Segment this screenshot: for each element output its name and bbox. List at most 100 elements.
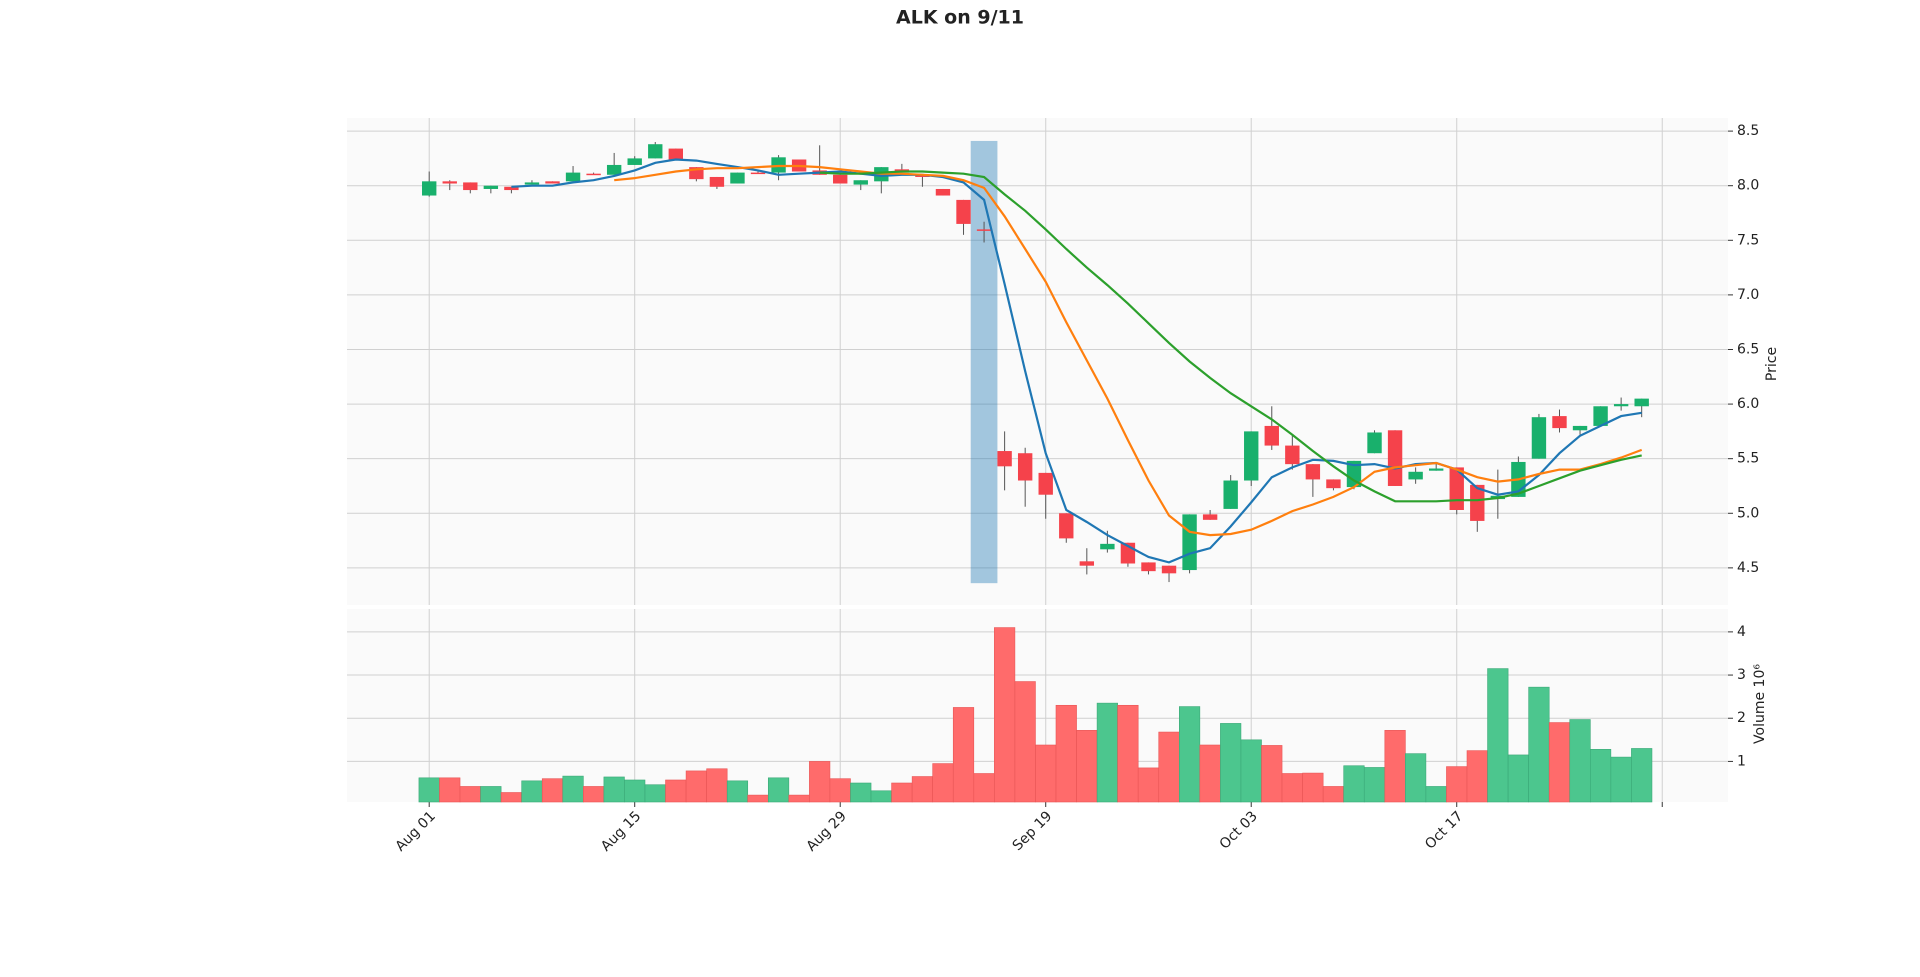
candle-body — [1470, 484, 1485, 521]
volume-bar — [870, 790, 892, 803]
volume-bar — [1137, 767, 1160, 803]
candle-body — [586, 173, 601, 176]
volume-bar — [1569, 719, 1591, 803]
y-tick-label: 5.0 — [1737, 505, 1759, 521]
volume-bar — [829, 778, 851, 803]
volume-bar — [665, 779, 687, 803]
candle-body — [730, 172, 745, 184]
event-highlight — [970, 140, 998, 584]
candle-body — [1264, 425, 1279, 446]
v-tick-label: 3 — [1737, 667, 1746, 683]
volume-bar — [480, 786, 502, 803]
volume-bar — [1302, 772, 1324, 803]
candle-body — [853, 180, 868, 185]
candle-body — [1326, 479, 1341, 489]
volume-bar — [603, 776, 625, 803]
volume-bar — [1199, 744, 1221, 803]
volume-bar — [1220, 723, 1242, 803]
volume-bar — [1117, 704, 1139, 803]
volume-bar — [1610, 756, 1632, 803]
candle-body — [606, 164, 622, 175]
candle-body — [524, 182, 540, 185]
moving-average-line — [614, 164, 1643, 537]
candle-body — [1408, 471, 1423, 480]
volume-bar — [1405, 753, 1427, 803]
volume-bar — [1507, 754, 1529, 803]
v-tick-label: 2 — [1737, 710, 1746, 726]
price-panel — [347, 118, 1728, 605]
volume-bar — [644, 784, 666, 803]
y-tick-label: 7.5 — [1737, 232, 1759, 248]
volume-bar — [747, 794, 769, 803]
y-tick-label: 4.5 — [1737, 560, 1759, 576]
candle-body — [1100, 543, 1115, 550]
candle-body — [1634, 398, 1649, 407]
volume-bar — [500, 792, 522, 803]
candle-body — [833, 174, 848, 184]
candle-body — [463, 182, 478, 191]
candle-body — [1223, 480, 1238, 509]
x-tick-label: Aug 29 — [803, 808, 849, 854]
candle-body — [627, 158, 642, 165]
candle-body — [545, 181, 560, 184]
volume-bar — [1240, 739, 1262, 803]
volume-bar — [1322, 786, 1345, 803]
y-tick-label: 5.5 — [1737, 451, 1759, 467]
candle-body — [1038, 472, 1053, 495]
candle-body — [1161, 565, 1177, 574]
y-axis-label: Price — [1764, 347, 1780, 381]
candle-body — [1202, 514, 1218, 520]
volume-bar — [1014, 681, 1036, 803]
volume-bar — [1343, 765, 1365, 803]
volume-bar — [1261, 745, 1283, 803]
volume-bar — [1363, 767, 1386, 803]
volume-bar — [726, 780, 749, 803]
candle-body — [935, 188, 951, 196]
volume-bar — [541, 778, 564, 803]
volume-bar — [1035, 744, 1057, 803]
candle-body — [750, 172, 766, 175]
volume-bar — [891, 782, 913, 803]
candle-body — [976, 229, 992, 231]
x-tick-label: Sep 19 — [1010, 808, 1056, 854]
volume-bar — [850, 782, 872, 803]
volume-bar — [1096, 702, 1118, 803]
candle-body — [1552, 416, 1567, 429]
volume-bar — [1055, 704, 1077, 803]
volume-bar — [459, 786, 481, 803]
candle-body — [1531, 417, 1547, 459]
volume-bar — [1158, 731, 1180, 803]
y-tick-label: 6.0 — [1737, 396, 1759, 412]
volume-bar — [1384, 730, 1406, 803]
volume-bar — [1446, 766, 1468, 803]
y-tick-label: 7.0 — [1737, 287, 1759, 303]
volume-bar — [1631, 748, 1653, 803]
volume-bar — [1590, 749, 1612, 803]
candle-body — [1346, 460, 1362, 488]
volume-bar — [1425, 786, 1447, 803]
x-tick-label: Oct 17 — [1422, 808, 1466, 852]
y-tick-label: 8.0 — [1737, 178, 1759, 194]
candle-body — [1059, 513, 1074, 539]
volume-bar — [706, 768, 728, 803]
candle-body — [1017, 453, 1033, 481]
candle-body — [709, 176, 725, 187]
candle-body — [504, 186, 519, 191]
volume-bar — [685, 770, 707, 803]
volume-bar — [767, 777, 790, 803]
volume-axis-label: Volume 10⁶ — [1752, 664, 1768, 744]
volume-bar — [1076, 730, 1098, 803]
y-tick-label: 8.5 — [1737, 123, 1759, 139]
x-tick-label: Oct 03 — [1217, 808, 1261, 852]
candle-body — [1141, 562, 1156, 572]
candle-body — [1285, 445, 1300, 465]
candle-body — [1182, 514, 1197, 571]
volume-bar — [952, 707, 975, 803]
candle-body — [1387, 430, 1403, 486]
candle-body — [668, 148, 684, 160]
candle-body — [1572, 425, 1588, 431]
chart-title: ALK on 9/11 — [896, 7, 1024, 29]
volume-bar — [809, 761, 831, 803]
